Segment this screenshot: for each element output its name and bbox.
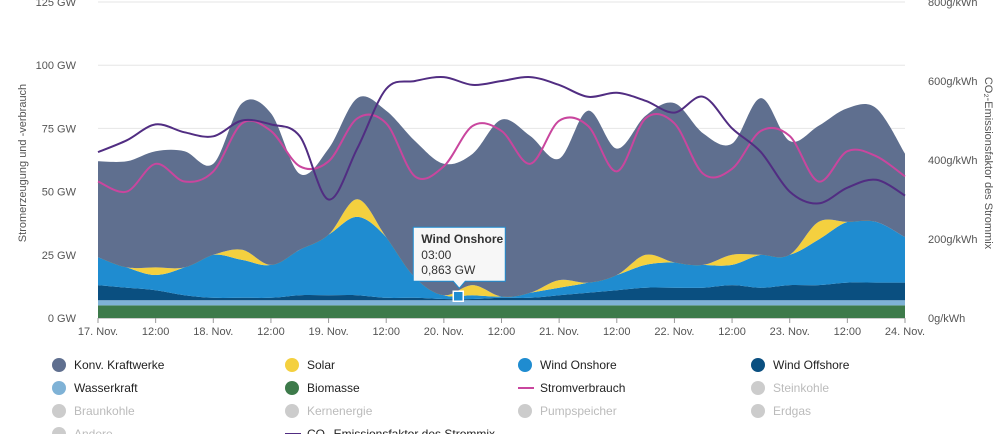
legend-item-konv-kraftwerke[interactable]: Konv. Kraftwerke xyxy=(52,356,164,374)
x-tick-label: 12:00 xyxy=(718,326,746,338)
x-tick-label: 18. Nov. xyxy=(193,326,233,338)
x-tick-label: 12:00 xyxy=(142,326,170,338)
legend-item-kernenergie[interactable]: Kernenergie xyxy=(285,402,372,420)
area-biomasse xyxy=(98,305,905,318)
tooltip-marker xyxy=(452,290,465,302)
x-tick-label: 21. Nov. xyxy=(539,326,579,338)
legend-label: Steinkohle xyxy=(773,381,830,395)
x-tick-label: 19. Nov. xyxy=(308,326,348,338)
legend-item-co-emissionsfaktor-des-strommix[interactable]: CO₂-Emissionsfaktor des Strommix xyxy=(285,425,495,434)
legend-label: Biomasse xyxy=(307,381,360,395)
legend-dot-icon xyxy=(751,358,765,372)
legend-dot-icon xyxy=(751,404,765,418)
tooltip: Wind Onshore 03:000,863 GW xyxy=(412,226,506,302)
legend-dot-icon xyxy=(52,404,66,418)
x-tick-label: 12:00 xyxy=(488,326,516,338)
legend-dot-icon xyxy=(285,381,299,395)
tooltip-box xyxy=(412,226,506,290)
y-tick-right: 600g/kWh xyxy=(928,76,978,88)
legend-label: Wind Onshore xyxy=(540,358,617,372)
legend-label: Konv. Kraftwerke xyxy=(74,358,165,372)
y-tick-left: 125 GW xyxy=(36,0,77,9)
legend-dot-icon xyxy=(751,381,765,395)
area-wasserkraft xyxy=(98,300,905,306)
x-tick-label: 12:00 xyxy=(257,326,285,338)
tooltip-title: Wind Onshore xyxy=(421,232,503,246)
legend-item-biomasse[interactable]: Biomasse xyxy=(285,379,360,397)
y-tick-left: 0 GW xyxy=(48,313,77,325)
x-tick-label: 12:00 xyxy=(603,326,631,338)
x-tick-label: 22. Nov. xyxy=(654,326,694,338)
line-stromverbrauch xyxy=(97,112,906,194)
legend: Konv. Kraftwerke Solar Wind Onshore Wind Of… xyxy=(0,352,1000,434)
y-tick-left: 100 GW xyxy=(36,60,77,72)
legend-item-steinkohle[interactable]: Steinkohle xyxy=(751,379,829,397)
x-tick-label: 24. Nov. xyxy=(885,326,925,338)
stacked-areas xyxy=(98,96,905,318)
legend-item-wasserkraft[interactable]: Wasserkraft xyxy=(52,379,138,397)
legend-label: Braunkohle xyxy=(74,404,135,418)
y-tick-left: 25 GW xyxy=(42,250,77,262)
y-tick-left: 75 GW xyxy=(42,123,77,135)
y-tick-right: 800g/kWh xyxy=(928,0,978,9)
legend-dot-icon xyxy=(518,404,532,418)
area-wind-onshore xyxy=(98,216,905,300)
legend-item-wind-offshore[interactable]: Wind Offshore xyxy=(751,356,849,374)
x-tick-label: 23. Nov. xyxy=(770,326,810,338)
tooltip-time: 03:00 xyxy=(421,248,451,262)
legend-label: Kernenergie xyxy=(307,404,373,418)
x-axis: 17. Nov. 12:00 18. Nov. 12:00 19. Nov. 12:00 2… xyxy=(78,318,925,338)
y-axis-left-title: Stromerzeugung und -verbrauch xyxy=(17,84,29,242)
legend-dot-icon xyxy=(518,358,532,372)
x-tick-label: 12:00 xyxy=(834,326,862,338)
legend-label: Pumpspeicher xyxy=(540,404,617,418)
y-axis-right: 0g/kWh 200g/kWh 400g/kWh 600g/kWh 800g/kWh xyxy=(928,0,978,325)
area-konv-kraftwerke xyxy=(98,96,905,297)
legend-label: Stromverbrauch xyxy=(540,381,626,395)
legend-label: Erdgas xyxy=(773,404,812,418)
legend-dot-icon xyxy=(52,427,66,434)
legend-label: Andere xyxy=(74,427,113,434)
legend-dot-icon xyxy=(285,358,299,372)
line-series xyxy=(97,75,906,205)
y-tick-right: 0g/kWh xyxy=(928,313,965,325)
legend-item-erdgas[interactable]: Erdgas xyxy=(751,402,811,420)
x-tick-label: 20. Nov. xyxy=(424,326,464,338)
x-tick-label: 12:00 xyxy=(372,326,400,338)
y-axis-left: 0 GW 25 GW 50 GW 75 GW 100 GW 125 GW xyxy=(36,0,77,325)
legend-line-icon xyxy=(518,387,534,389)
x-tick-label: 17. Nov. xyxy=(78,326,118,338)
y-axis-right-title: CO₂-Emissionsfaktor des Strommix xyxy=(982,77,994,250)
y-tick-right: 400g/kWh xyxy=(928,155,978,167)
legend-item-andere[interactable]: Andere xyxy=(52,425,113,434)
legend-label: Wasserkraft xyxy=(74,381,138,395)
y-tick-right: 200g/kWh xyxy=(928,234,978,246)
legend-item-pumpspeicher[interactable]: Pumpspeicher xyxy=(518,402,617,420)
legend-label: Wind Offshore xyxy=(773,358,850,372)
tooltip-value: 0,863 GW xyxy=(421,263,476,277)
legend-item-stromverbrauch[interactable]: Stromverbrauch xyxy=(518,379,625,397)
legend-item-wind-onshore[interactable]: Wind Onshore xyxy=(518,356,617,374)
y-tick-left: 50 GW xyxy=(42,187,77,199)
legend-dot-icon xyxy=(285,404,299,418)
legend-item-braunkohle[interactable]: Braunkohle xyxy=(52,402,135,420)
legend-dot-icon xyxy=(52,358,66,372)
legend-dot-icon xyxy=(52,381,66,395)
line-co-emissionsfaktor-des-strommix xyxy=(97,75,906,205)
area-wind-offshore xyxy=(98,282,905,301)
legend-label: Solar xyxy=(307,358,336,372)
legend-item-solar[interactable]: Solar xyxy=(285,356,335,374)
legend-label: CO₂-Emissionsfaktor des Strommix xyxy=(307,427,496,434)
